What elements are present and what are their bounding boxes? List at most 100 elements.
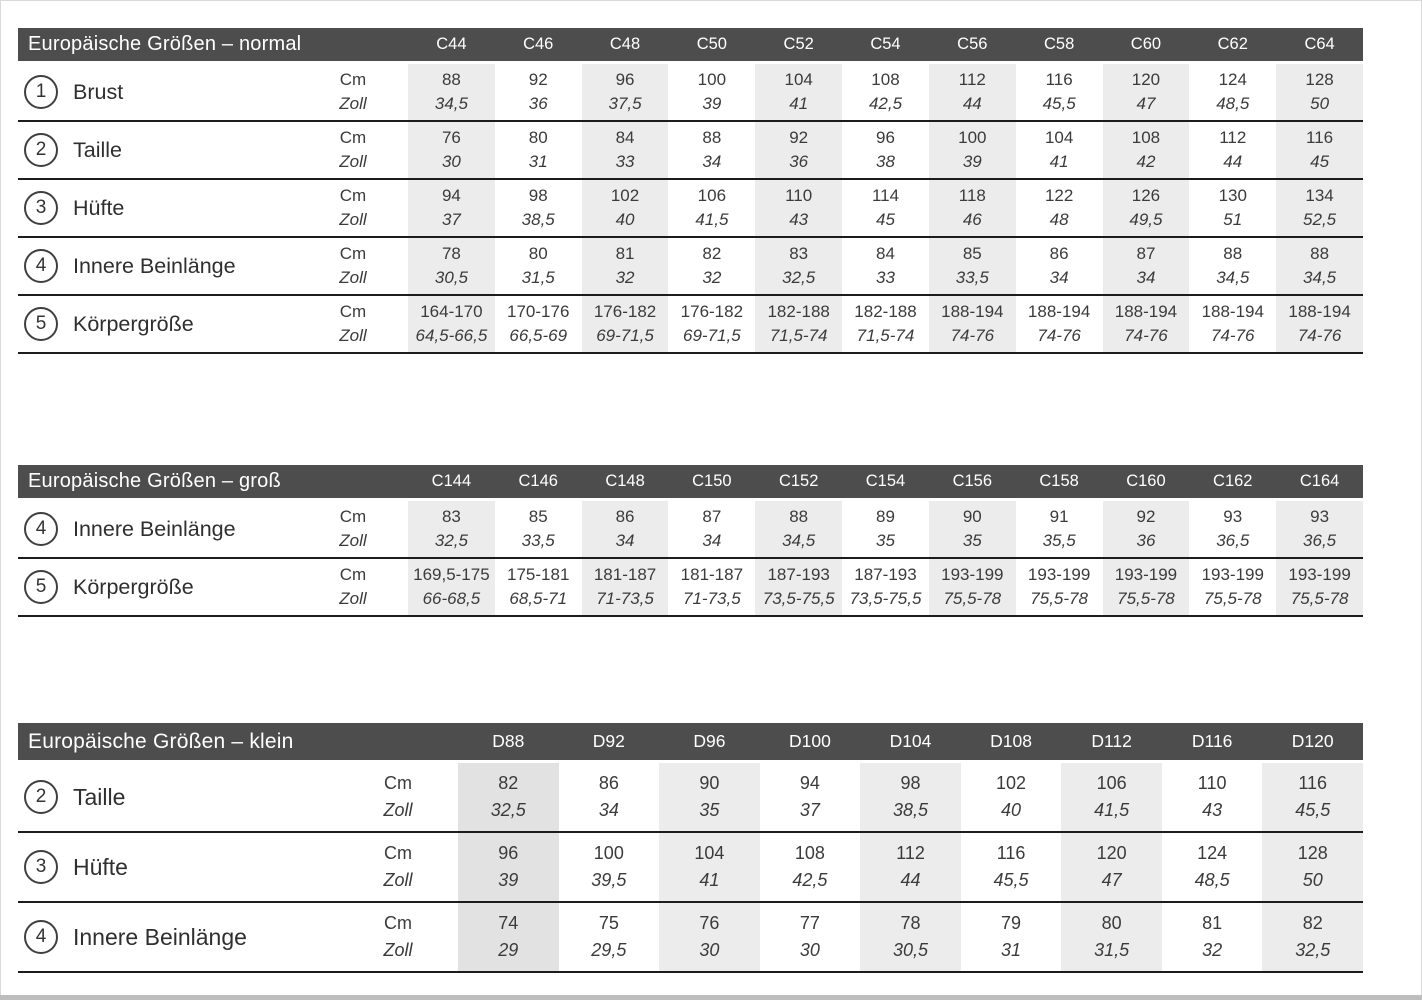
measurement-row: 4 Innere Beinlänge Cm Zoll 74 29 75 29,5 76 30 77 3…: [18, 903, 1363, 973]
size-column-header: C56: [957, 35, 988, 53]
cm-value: 74: [498, 913, 519, 933]
value-cell: 193-199 75,5-78: [1102, 559, 1190, 615]
zoll-value: 75,5-78: [943, 589, 1002, 608]
zoll-value: 32,5: [434, 531, 468, 550]
zoll-value: 38: [876, 152, 895, 171]
zoll-value: 43: [1202, 800, 1223, 820]
zoll-value: 34: [615, 531, 635, 550]
value-cell: 98 38,5: [495, 180, 582, 236]
unit-zoll-label: Zoll: [339, 268, 367, 287]
cm-value: 86: [1049, 244, 1069, 263]
cm-value: 112: [896, 843, 925, 863]
row-number-badge: 4: [24, 249, 58, 283]
value-cell: 93 36,5: [1276, 501, 1363, 557]
size-table: Europäische Größen – groß C144 C146 C148 C15…: [18, 465, 1363, 617]
size-column-header: D120: [1291, 731, 1334, 751]
value-cell: 188-194 74-76: [928, 296, 1016, 352]
value-cell: 81 32: [1162, 903, 1263, 971]
size-column-header: D108: [990, 731, 1032, 751]
zoll-value: 66,5-69: [509, 326, 568, 345]
value-cell: 188-194 74-76: [1102, 296, 1190, 352]
cm-value: 88: [789, 507, 809, 526]
value-cell: 100 39,5: [559, 833, 660, 901]
value-cell: 116 45,5: [1016, 64, 1103, 120]
value-cell: 93 36,5: [1189, 501, 1276, 557]
cm-value: 120: [1096, 843, 1127, 863]
size-column-header: C154: [865, 472, 906, 490]
cm-value: 108: [794, 843, 825, 863]
size-column-header: D96: [693, 731, 726, 751]
measurement-label-cell: 1 Brust: [18, 75, 298, 109]
value-cell: 90 35: [928, 501, 1016, 557]
unit-zoll-label: Zoll: [339, 326, 367, 345]
measurement-row: 2 Taille Cm Zoll 82 32,5 86 34 90 35 94 37 98 38,5 102…: [18, 763, 1363, 833]
value-cell: 80 31: [495, 122, 582, 178]
cm-value: 128: [1297, 843, 1328, 863]
value-cell: 75 29,5: [559, 903, 660, 971]
cm-value: 87: [702, 507, 722, 526]
zoll-value: 47: [1101, 870, 1122, 890]
value-cell: 96 39: [458, 833, 559, 901]
cm-value: 81: [615, 244, 635, 263]
cm-value: 92: [528, 70, 548, 89]
size-column-header: C64: [1304, 35, 1335, 53]
size-column-header: C158: [1039, 472, 1079, 490]
measurement-label: Körpergröße: [73, 574, 194, 599]
zoll-value: 35: [876, 531, 895, 550]
measurement-row: 3 Hüfte Cm Zoll 94 37 98 38,5 102 40 106 41,5 110 43 1…: [18, 180, 1363, 238]
size-column-header: C46: [523, 35, 554, 53]
cm-value: 164-170: [420, 302, 483, 321]
value-cell: 86 34: [1016, 238, 1103, 294]
zoll-value: 34,5: [1303, 268, 1337, 287]
unit-cell: Cm Zoll: [338, 763, 458, 831]
value-cell: 106 41,5: [1061, 763, 1162, 831]
zoll-value: 41: [699, 870, 720, 890]
zoll-value: 44: [900, 870, 921, 890]
size-column-header: C164: [1299, 472, 1340, 490]
zoll-value: 34: [598, 800, 619, 820]
size-column-header: C150: [692, 472, 732, 490]
cm-value: 110: [1197, 773, 1227, 793]
value-cell: 88 34,5: [755, 501, 843, 557]
unit-cm-label: Cm: [384, 913, 412, 933]
zoll-value: 36: [789, 152, 809, 171]
value-cell: 94 37: [408, 180, 495, 236]
value-cell: 94 37: [760, 763, 861, 831]
zoll-value: 39: [498, 870, 519, 890]
zoll-value: 48,5: [1216, 94, 1250, 113]
cm-value: 114: [871, 186, 900, 205]
unit-cell: Cm Zoll: [298, 64, 408, 120]
cm-value: 100: [697, 70, 727, 89]
zoll-value: 41: [789, 94, 809, 113]
cm-value: 187-193: [854, 565, 917, 584]
measurement-label: Innere Beinlänge: [73, 923, 247, 950]
measurement-label: Körpergröße: [73, 311, 194, 336]
value-cell: 86 34: [559, 763, 660, 831]
zoll-value: 75,5-78: [1290, 589, 1349, 608]
value-cell: 80 31,5: [495, 238, 582, 294]
value-cell: 85 33,5: [495, 501, 582, 557]
value-cell: 84 33: [581, 122, 669, 178]
measurement-label-cell: 3 Hüfte: [18, 191, 298, 225]
zoll-value: 29,5: [591, 940, 627, 960]
zoll-value: 36,5: [1303, 531, 1337, 550]
measurement-label-cell: 4 Innere Beinlänge: [18, 249, 298, 283]
cm-value: 116: [1045, 70, 1073, 89]
size-column-header: C48: [609, 35, 641, 53]
cm-value: 124: [1197, 843, 1228, 863]
cm-value: 82: [702, 244, 722, 263]
zoll-value: 45: [876, 210, 895, 229]
size-column-header: C160: [1126, 472, 1166, 490]
cm-value: 93: [1310, 507, 1330, 526]
zoll-value: 42: [1136, 152, 1156, 171]
cm-value: 108: [871, 70, 900, 89]
value-cell: 188-194 74-76: [1016, 296, 1103, 352]
cm-value: 86: [615, 507, 635, 526]
cm-value: 100: [593, 843, 624, 863]
cm-value: 112: [1219, 128, 1247, 147]
zoll-value: 39: [702, 94, 722, 113]
cm-value: 94: [799, 773, 820, 793]
cm-value: 75: [598, 913, 619, 933]
unit-cell: Cm Zoll: [298, 180, 408, 236]
row-number-badge: 5: [24, 570, 58, 604]
